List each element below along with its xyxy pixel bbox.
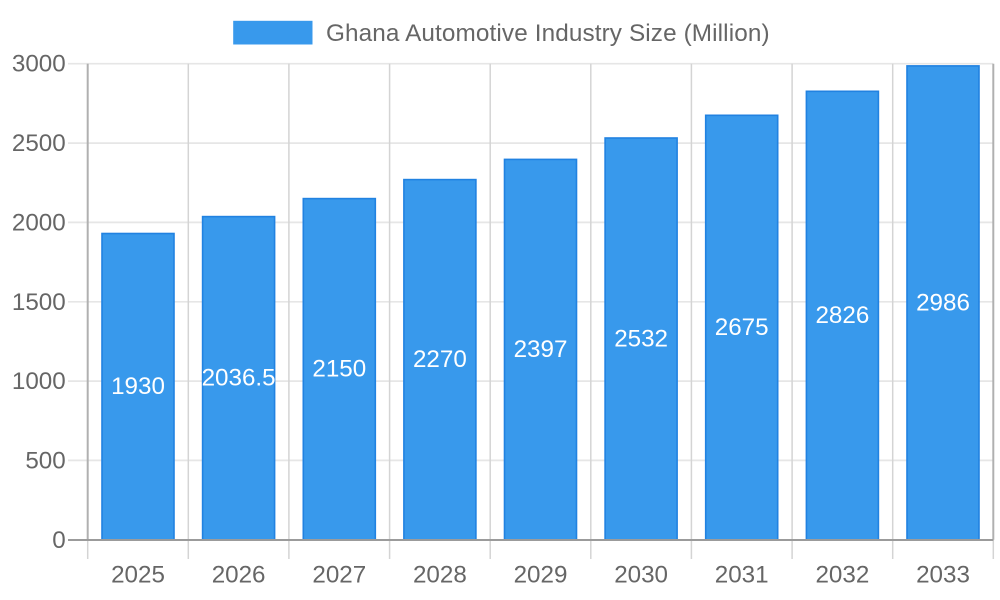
svg-text:500: 500 <box>25 447 65 474</box>
svg-text:2150: 2150 <box>312 356 366 383</box>
svg-text:0: 0 <box>52 527 65 554</box>
svg-text:2029: 2029 <box>514 562 568 589</box>
svg-text:2532: 2532 <box>614 325 668 352</box>
svg-text:2030: 2030 <box>614 562 668 589</box>
svg-text:2027: 2027 <box>312 562 366 589</box>
svg-text:1500: 1500 <box>12 289 66 316</box>
svg-text:2986: 2986 <box>916 289 970 316</box>
svg-text:2270: 2270 <box>413 346 467 373</box>
svg-text:2033: 2033 <box>916 562 970 589</box>
svg-text:2032: 2032 <box>815 562 869 589</box>
svg-text:2036.5: 2036.5 <box>202 365 276 392</box>
svg-text:2025: 2025 <box>111 562 165 589</box>
svg-text:2500: 2500 <box>12 130 66 157</box>
svg-text:2026: 2026 <box>212 562 266 589</box>
svg-text:2000: 2000 <box>12 209 66 236</box>
svg-text:2031: 2031 <box>715 562 769 589</box>
svg-text:Ghana Automotive Industry Size: Ghana Automotive Industry Size (Million) <box>326 20 770 47</box>
svg-text:3000: 3000 <box>12 51 66 78</box>
svg-text:2675: 2675 <box>715 314 769 341</box>
svg-text:1930: 1930 <box>111 373 165 400</box>
svg-text:2028: 2028 <box>413 562 467 589</box>
svg-text:2826: 2826 <box>815 302 869 329</box>
svg-text:1000: 1000 <box>12 368 66 395</box>
svg-text:2397: 2397 <box>514 336 568 363</box>
